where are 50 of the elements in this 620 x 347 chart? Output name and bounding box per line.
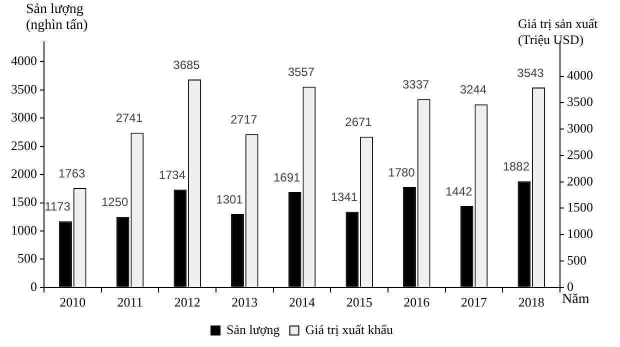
y-tick-label: 2500: [11, 138, 37, 153]
x-tick-label: 2011: [117, 294, 143, 310]
data-label: 1763: [58, 166, 86, 180]
data-label: 3543: [517, 66, 544, 80]
y2-tick-label: 2000: [567, 173, 593, 188]
y-tick-label: 3500: [11, 81, 37, 96]
y2-tick-label: 500: [567, 252, 586, 268]
y2-tick-label: 1500: [567, 200, 593, 215]
data-label: 3244: [460, 82, 487, 97]
x-tick-label: 2013: [232, 294, 258, 310]
data-label: 2741: [116, 111, 143, 126]
data-label: 1341: [330, 190, 358, 204]
data-label: 1173: [44, 200, 71, 214]
y-axis-title: Sản lượng (nghìn tấn): [26, 2, 89, 34]
y2-tick-label: 0: [567, 278, 574, 294]
y2-tick-label: 1000: [567, 226, 593, 242]
x-axis-title: Năm: [562, 292, 590, 308]
data-label: 1301: [216, 192, 244, 206]
data-label: 3557: [288, 65, 315, 80]
y-tick-label: 1500: [11, 194, 37, 210]
y-tick-label: 4000: [11, 53, 37, 68]
legend-label: Sản lượng: [226, 322, 280, 337]
data-label: 1780: [388, 165, 416, 180]
y-tick-label: 0: [30, 278, 37, 294]
y2-tick-label: 3500: [567, 94, 593, 110]
legend-label: Giá trị xuất khẩu: [305, 322, 394, 337]
y-tick-label: 3000: [11, 110, 37, 125]
x-tick-label: 2010: [60, 294, 86, 310]
data-label: 2671: [345, 115, 372, 130]
data-label: 2717: [230, 112, 258, 126]
y2-axis-title: Giá trị sản xuất (Triệu USD): [518, 16, 599, 48]
data-label: 1442: [445, 184, 473, 198]
y2-tick-label: 4000: [567, 68, 593, 83]
y-tick-label: 2000: [11, 166, 37, 181]
data-label: 1734: [158, 168, 186, 182]
y2-tick-label: 3000: [567, 120, 593, 136]
x-tick-label: 2018: [518, 294, 544, 310]
x-tick-label: 2015: [346, 294, 372, 310]
data-label: 3685: [173, 58, 200, 72]
data-label: 1691: [273, 170, 301, 184]
data-label: 1882: [502, 160, 530, 174]
x-tick-label: 2012: [174, 294, 200, 310]
x-tick-label: 2014: [289, 294, 316, 310]
y-tick-label: 1000: [11, 222, 37, 238]
data-label: 1250: [101, 195, 129, 210]
x-tick-label: 2016: [404, 294, 430, 310]
data-label: 3337: [402, 77, 430, 92]
y2-tick-label: 2500: [567, 146, 593, 162]
y-tick-label: 500: [18, 250, 37, 266]
x-tick-label: 2017: [461, 294, 488, 310]
